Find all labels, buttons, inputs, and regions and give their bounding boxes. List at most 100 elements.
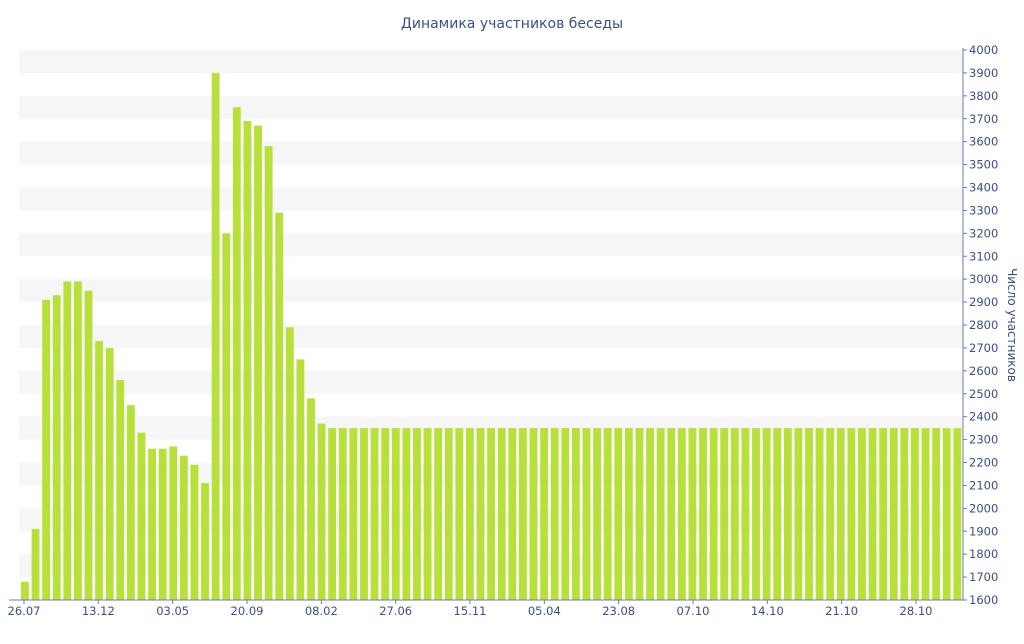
y-tick-label: 3600 [969,135,998,149]
y-tick-label: 1600 [969,593,998,607]
y-tick-label: 2200 [969,456,998,470]
x-tick-label: 28.10 [900,604,933,618]
y-tick-label: 3000 [969,272,998,286]
bar [826,428,835,601]
y-tick-label: 3500 [969,158,998,172]
bar [603,428,612,601]
bar [932,428,941,601]
x-tick-label: 26.07 [8,604,41,618]
bar [921,428,930,601]
bar [836,428,845,601]
y-tick-label: 2800 [969,318,998,332]
x-tick-label: 08.02 [305,604,338,618]
bar [296,359,305,601]
x-axis: 26.07 13.12 03.05 20.09 08.02 27.06 15.11 05.04… [8,599,963,618]
bar [95,341,104,600]
bar [285,327,294,600]
chart-title: Динамика участников беседы [401,16,623,32]
y-tick-label: 3100 [969,249,998,263]
bar [773,428,782,601]
bar [847,428,856,601]
y-tick-label: 1800 [969,547,998,561]
bar [646,428,654,601]
y-tick-label: 3800 [969,89,998,103]
bar [794,428,803,601]
bar [328,428,337,601]
bar [783,428,792,601]
bar [42,299,51,600]
bar [264,146,273,600]
bar [858,428,866,601]
y-tick-label: 1700 [969,570,998,584]
x-tick-label: 14.10 [751,604,784,618]
bar [413,428,421,601]
y-tick-label: 1900 [969,524,998,538]
bar [487,428,496,601]
bar [370,428,379,601]
x-tick-label: 20.09 [231,604,264,618]
bar [232,107,241,600]
bar [624,428,633,601]
bar [699,428,707,601]
bar [900,428,909,601]
x-tick-label: 23.08 [602,604,635,618]
bar [444,428,453,601]
grid-band [19,187,963,211]
bar [179,455,188,601]
grid-band [19,141,963,165]
y-tick-label: 2700 [969,341,998,355]
x-tick-label: 05.04 [528,604,561,618]
bar [720,428,729,601]
bar [391,428,400,601]
bar [275,212,284,600]
bar [338,428,347,601]
x-tick-label: 03.05 [156,604,189,618]
bar [169,446,178,600]
bar [148,448,156,600]
bar [889,428,898,601]
x-tick-label: 21.10 [825,604,858,618]
bar [508,428,517,601]
x-tick-label: 15.11 [454,604,487,618]
bar [254,125,262,601]
x-tick-label: 07.10 [677,604,710,618]
bar [815,428,824,601]
y-tick-label: 2400 [969,410,998,424]
bar [953,428,962,601]
bar [116,380,125,600]
grid-band [19,325,963,348]
y-tick-label: 3400 [969,181,998,195]
bar [614,428,623,601]
bar [476,428,485,601]
grid-band [19,50,963,73]
bar [635,428,644,601]
y-tick-label: 3300 [969,203,998,217]
bar [360,428,368,601]
y-tick-label: 2300 [969,433,998,447]
bar [31,528,40,600]
bar [158,448,167,600]
y-tick-label: 3900 [969,66,998,80]
y-axis: 1600 1700 1800 1900 2000 2100 2200 2300 2400 2500… [962,43,998,607]
bar [455,428,464,601]
x-tick-label: 27.06 [379,604,412,618]
grid-band [19,279,963,303]
bar [571,428,580,601]
bar [805,428,813,601]
grid-band [19,370,963,394]
bar [381,428,390,601]
bar [688,428,697,601]
bar [582,428,591,601]
bar [540,428,549,601]
bar [677,428,686,601]
bar [434,428,443,601]
y-tick-label: 2000 [969,501,998,515]
bar [21,581,29,600]
bar [84,290,93,601]
bar [243,121,252,600]
bar [201,483,209,601]
bar [730,428,739,601]
bar [518,428,527,601]
bar [656,428,665,601]
